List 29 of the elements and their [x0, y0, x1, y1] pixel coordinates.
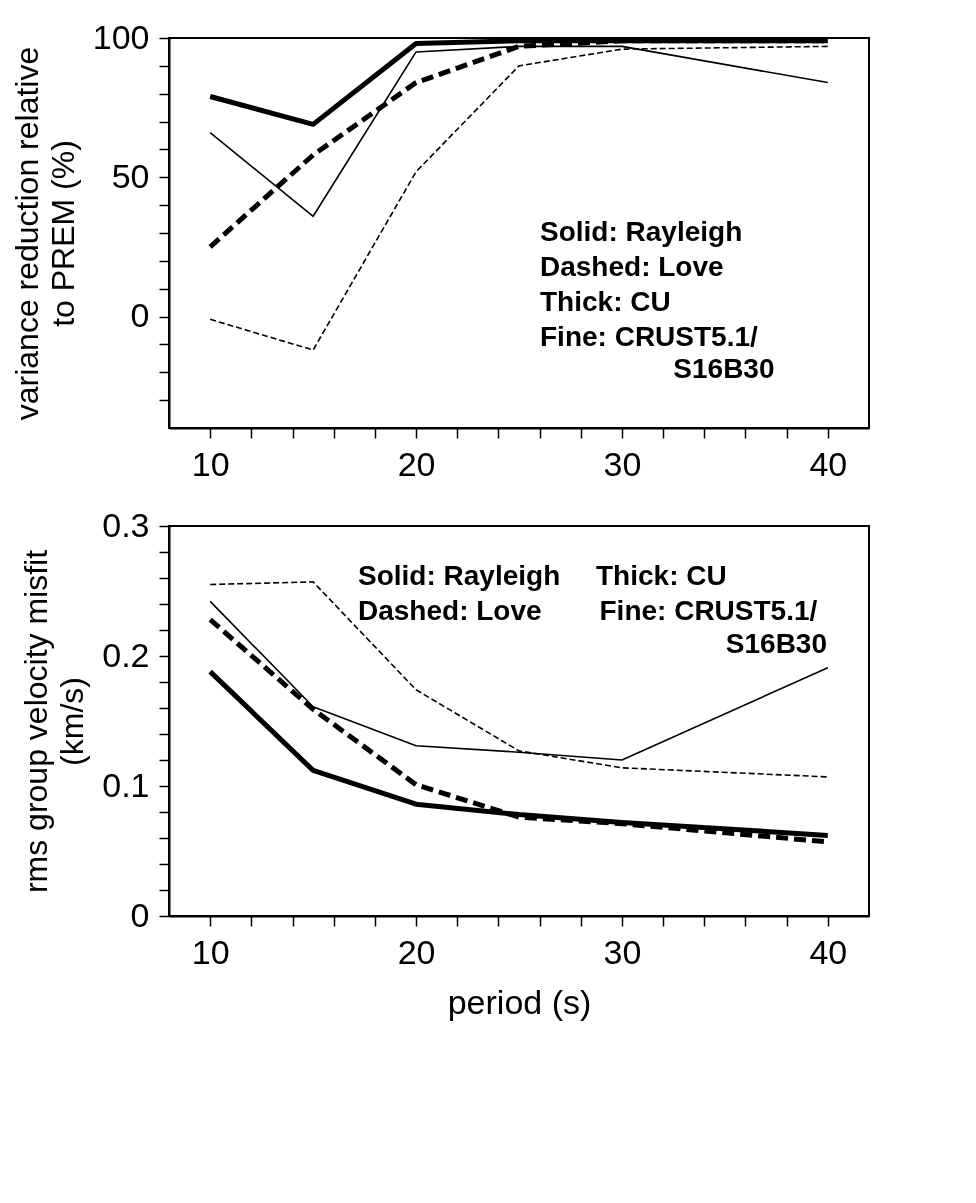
y-tick-label: 50 — [111, 156, 150, 195]
y-tick-label: 0 — [130, 296, 150, 335]
y-tick-label: 0.1 — [102, 765, 150, 804]
x-axis-title: period (s) — [447, 982, 592, 1021]
x-tick-label: 40 — [809, 932, 848, 971]
y-axis-title: rms group velocity misfit (km/s) — [18, 549, 91, 894]
y-tick-label: 0.3 — [102, 505, 150, 544]
annotation: Dashed: Love — [540, 251, 724, 283]
annotation: S16B30 — [725, 627, 827, 659]
annotation: Solid: Rayleigh — [540, 216, 743, 247]
annotation: Thick: CU — [540, 286, 671, 318]
x-tick-label: 20 — [397, 932, 436, 971]
annotation: Fine: CRUST5.1/ — [599, 594, 818, 626]
y-tick-label: 100 — [92, 17, 150, 56]
y-axis-title: variance reduction relative to PREM (%) — [8, 46, 81, 421]
x-tick-label: 10 — [191, 932, 230, 971]
annotation: Thick: CU — [596, 559, 727, 591]
y-tick-label: 0.2 — [102, 635, 150, 674]
line-series — [209, 45, 829, 351]
annotation: S16B30 — [673, 352, 775, 384]
x-tick-label: 30 — [603, 444, 642, 483]
x-tick-label: 30 — [603, 932, 642, 971]
x-tick-label: 40 — [809, 444, 848, 483]
annotation: Fine: CRUST5.1/ — [540, 321, 759, 353]
x-tick-label: 20 — [397, 444, 436, 483]
y-tick-label: 0 — [130, 895, 150, 934]
x-tick-label: 10 — [191, 444, 230, 483]
annotation: Solid: Rayleigh — [358, 559, 561, 591]
annotation: Dashed: Love — [358, 594, 542, 626]
